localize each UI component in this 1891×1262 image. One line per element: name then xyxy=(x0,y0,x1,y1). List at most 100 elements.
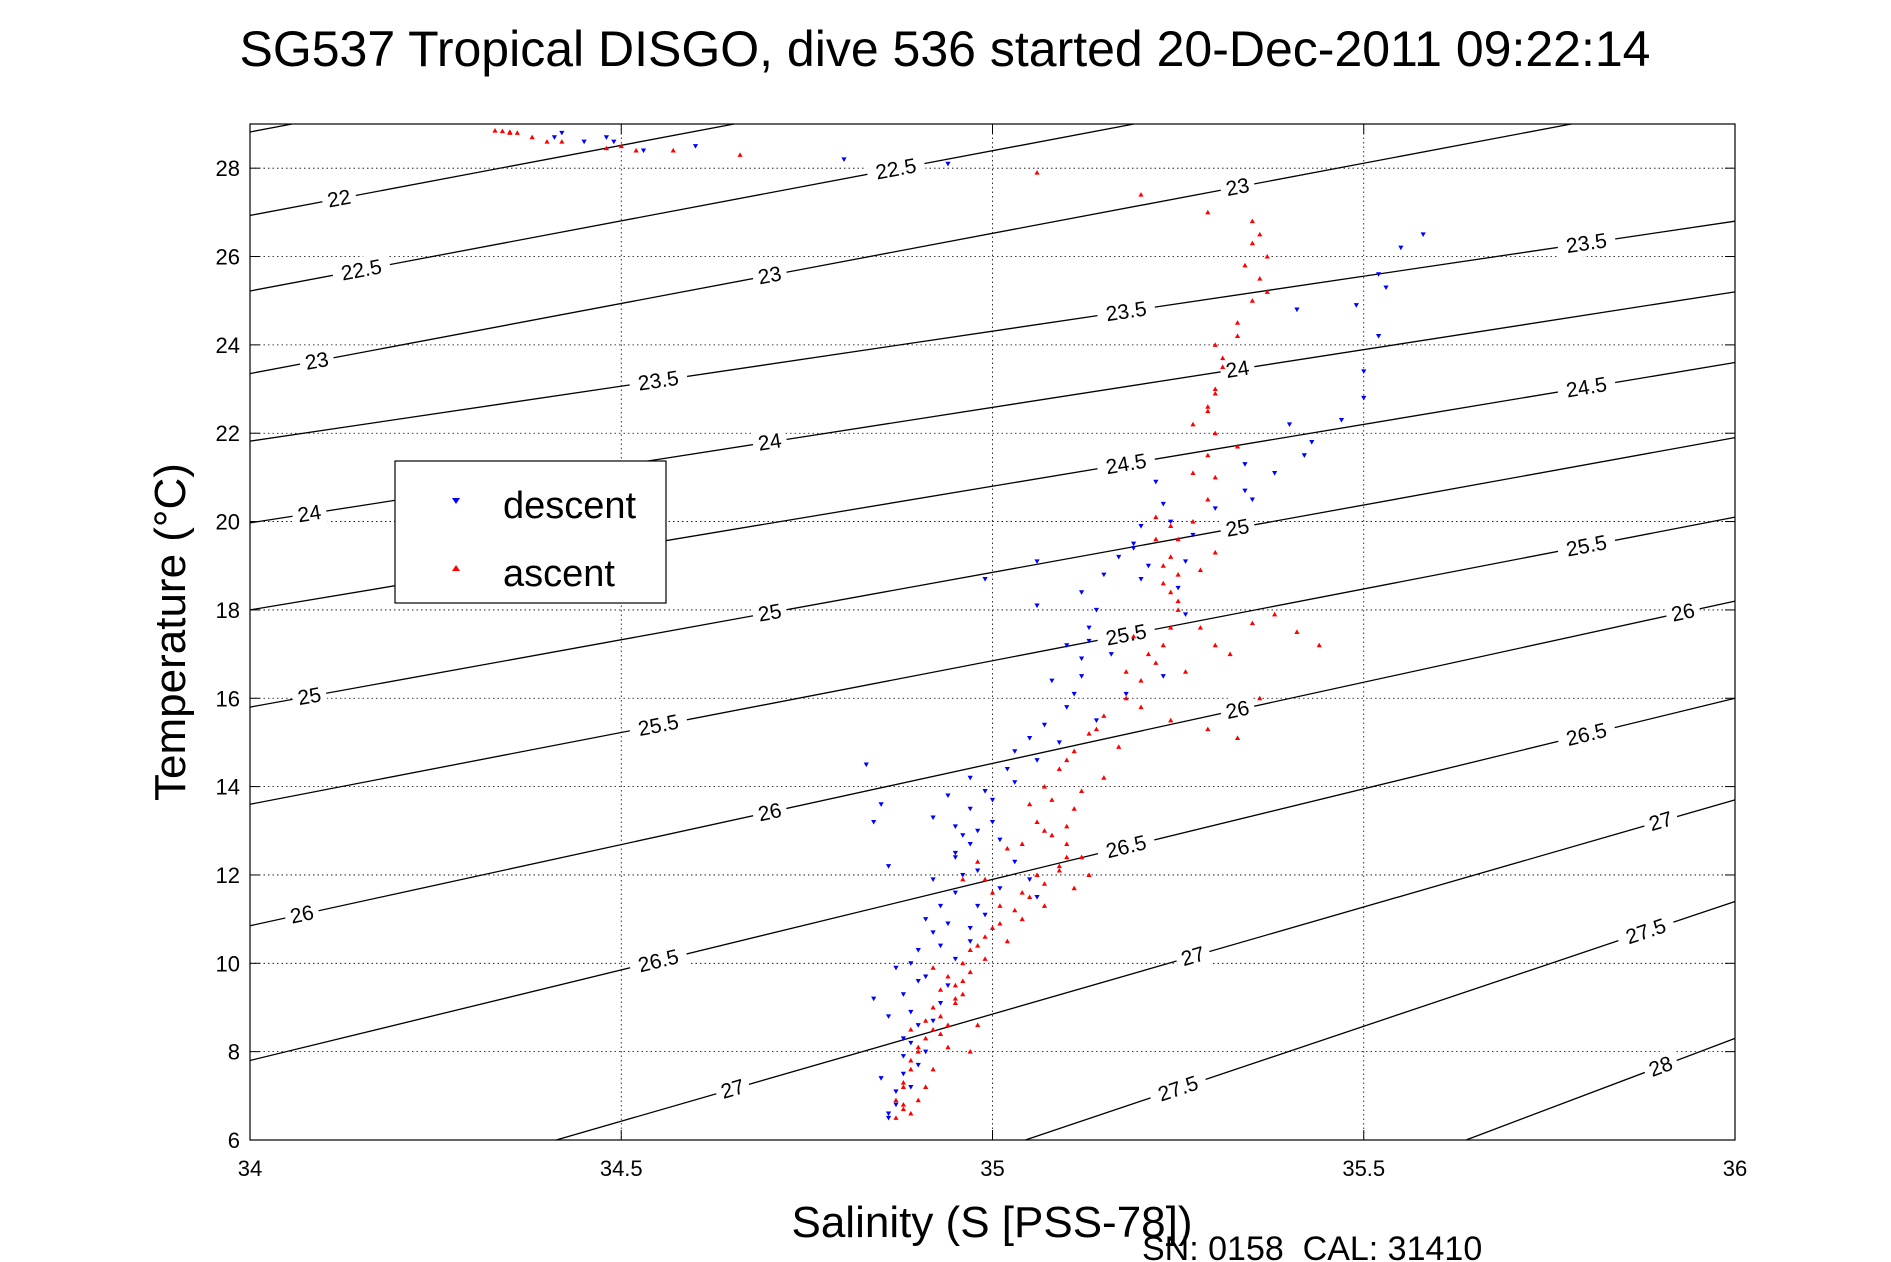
descent-point xyxy=(952,850,958,856)
descent-point xyxy=(893,965,899,971)
density-contour-line xyxy=(1465,1037,1736,1141)
ascent-point xyxy=(1227,651,1233,657)
y-tick-label: 16 xyxy=(216,686,240,711)
descent-point xyxy=(952,824,958,829)
descent-point xyxy=(989,819,996,825)
ascent-point xyxy=(1175,598,1181,604)
ascent-point xyxy=(1205,496,1211,502)
descent-point xyxy=(1145,563,1152,569)
ascent-point xyxy=(1041,828,1048,833)
density-contour-line xyxy=(249,697,1736,1062)
y-tick-label: 8 xyxy=(228,1040,240,1065)
density-contour-line xyxy=(556,799,1736,1141)
ascent-point xyxy=(893,1115,899,1120)
descent-point xyxy=(559,130,565,136)
y-tick-label: 10 xyxy=(216,951,240,976)
descent-point xyxy=(1309,440,1315,445)
ascent-point xyxy=(937,987,944,992)
y-tick-label: 28 xyxy=(216,156,240,181)
ascent-point xyxy=(1145,651,1152,657)
ascent-point xyxy=(1205,404,1211,409)
density-contour-line xyxy=(249,220,1736,442)
contour-label-background xyxy=(282,898,322,931)
ascent-point xyxy=(900,1106,906,1112)
ascent-point xyxy=(930,965,936,970)
descent-point xyxy=(1079,656,1085,662)
ascent-point xyxy=(1064,854,1070,860)
descent-point xyxy=(915,978,921,984)
ascent-point xyxy=(1257,276,1263,281)
descent-point xyxy=(611,139,617,145)
contour-label-background xyxy=(1094,827,1158,867)
descent-point xyxy=(1376,272,1382,277)
plot-background xyxy=(250,124,1735,1140)
chart-title: SG537 Tropical DISGO, dive 536 started 2… xyxy=(240,21,1651,77)
legend-label-ascent: ascent xyxy=(503,553,615,595)
contour-label-background xyxy=(750,795,790,829)
ascent-point xyxy=(1153,660,1159,665)
ascent-point xyxy=(1116,744,1122,749)
ascent-point xyxy=(1012,907,1018,913)
descent-point xyxy=(1064,643,1070,648)
y-tick-label: 26 xyxy=(216,245,240,270)
descent-point xyxy=(967,925,973,931)
descent-point xyxy=(908,1040,914,1046)
ascent-point xyxy=(1041,784,1048,789)
descent-point xyxy=(937,943,944,949)
ascent-point xyxy=(923,1035,929,1041)
legend-label-descent: descent xyxy=(503,485,637,527)
ascent-point xyxy=(1205,452,1211,458)
ascent-point xyxy=(908,1066,914,1072)
contour-label: 26 xyxy=(1224,697,1252,724)
descent-point xyxy=(1242,462,1248,467)
ascent-point xyxy=(960,978,966,983)
descent-point xyxy=(603,135,609,140)
descent-point xyxy=(967,842,973,847)
descent-point xyxy=(1027,736,1033,741)
descent-point xyxy=(1420,232,1426,238)
ascent-point xyxy=(1197,624,1203,630)
descent-point xyxy=(878,802,884,807)
descent-point xyxy=(945,793,951,799)
contour-label-background xyxy=(627,707,690,744)
ascent-point xyxy=(1064,823,1070,829)
descent-point xyxy=(692,144,699,149)
descent-point xyxy=(900,992,906,997)
descent-point xyxy=(908,961,914,966)
descent-point xyxy=(885,864,892,869)
ascent-point xyxy=(1175,536,1181,542)
descent-point xyxy=(1138,523,1144,529)
descent-point xyxy=(1027,877,1033,882)
contour-label-background xyxy=(1146,1067,1210,1111)
descent-point xyxy=(1123,691,1129,697)
ascent-point xyxy=(1234,735,1241,741)
contour-label: 24 xyxy=(296,501,323,527)
footer-serial-cal: SN: 0158 CAL: 31410 xyxy=(1142,1230,1482,1262)
ascent-point xyxy=(1079,788,1085,794)
descent-point xyxy=(1376,334,1382,339)
ascent-point xyxy=(1101,775,1107,780)
ascent-point xyxy=(1123,695,1129,701)
descent-point xyxy=(1108,652,1114,657)
ascent-point xyxy=(952,1000,958,1006)
ascent-point xyxy=(1168,523,1174,528)
legend-box xyxy=(394,460,667,604)
descent-point xyxy=(930,1018,936,1024)
ascent-point xyxy=(1234,333,1241,339)
descent-point xyxy=(1012,780,1018,785)
descent-point xyxy=(1212,506,1218,511)
ascent-point xyxy=(1064,841,1070,847)
ascent-point xyxy=(1212,342,1218,347)
ascent-point xyxy=(544,139,550,144)
x-tick-label: 34.5 xyxy=(600,1156,643,1181)
ascent-point xyxy=(1220,355,1226,361)
ascent-point xyxy=(923,1018,929,1023)
contour-label-background xyxy=(319,182,359,215)
contour-label-background xyxy=(627,941,690,981)
x-tick-label: 34 xyxy=(238,1156,262,1181)
density-contour-labels: 2222.522.523232323.523.523.524242424.524… xyxy=(282,150,1703,1111)
density-contour-line xyxy=(1025,900,1736,1141)
ascent-point xyxy=(967,969,973,975)
descent-point xyxy=(893,1089,899,1095)
